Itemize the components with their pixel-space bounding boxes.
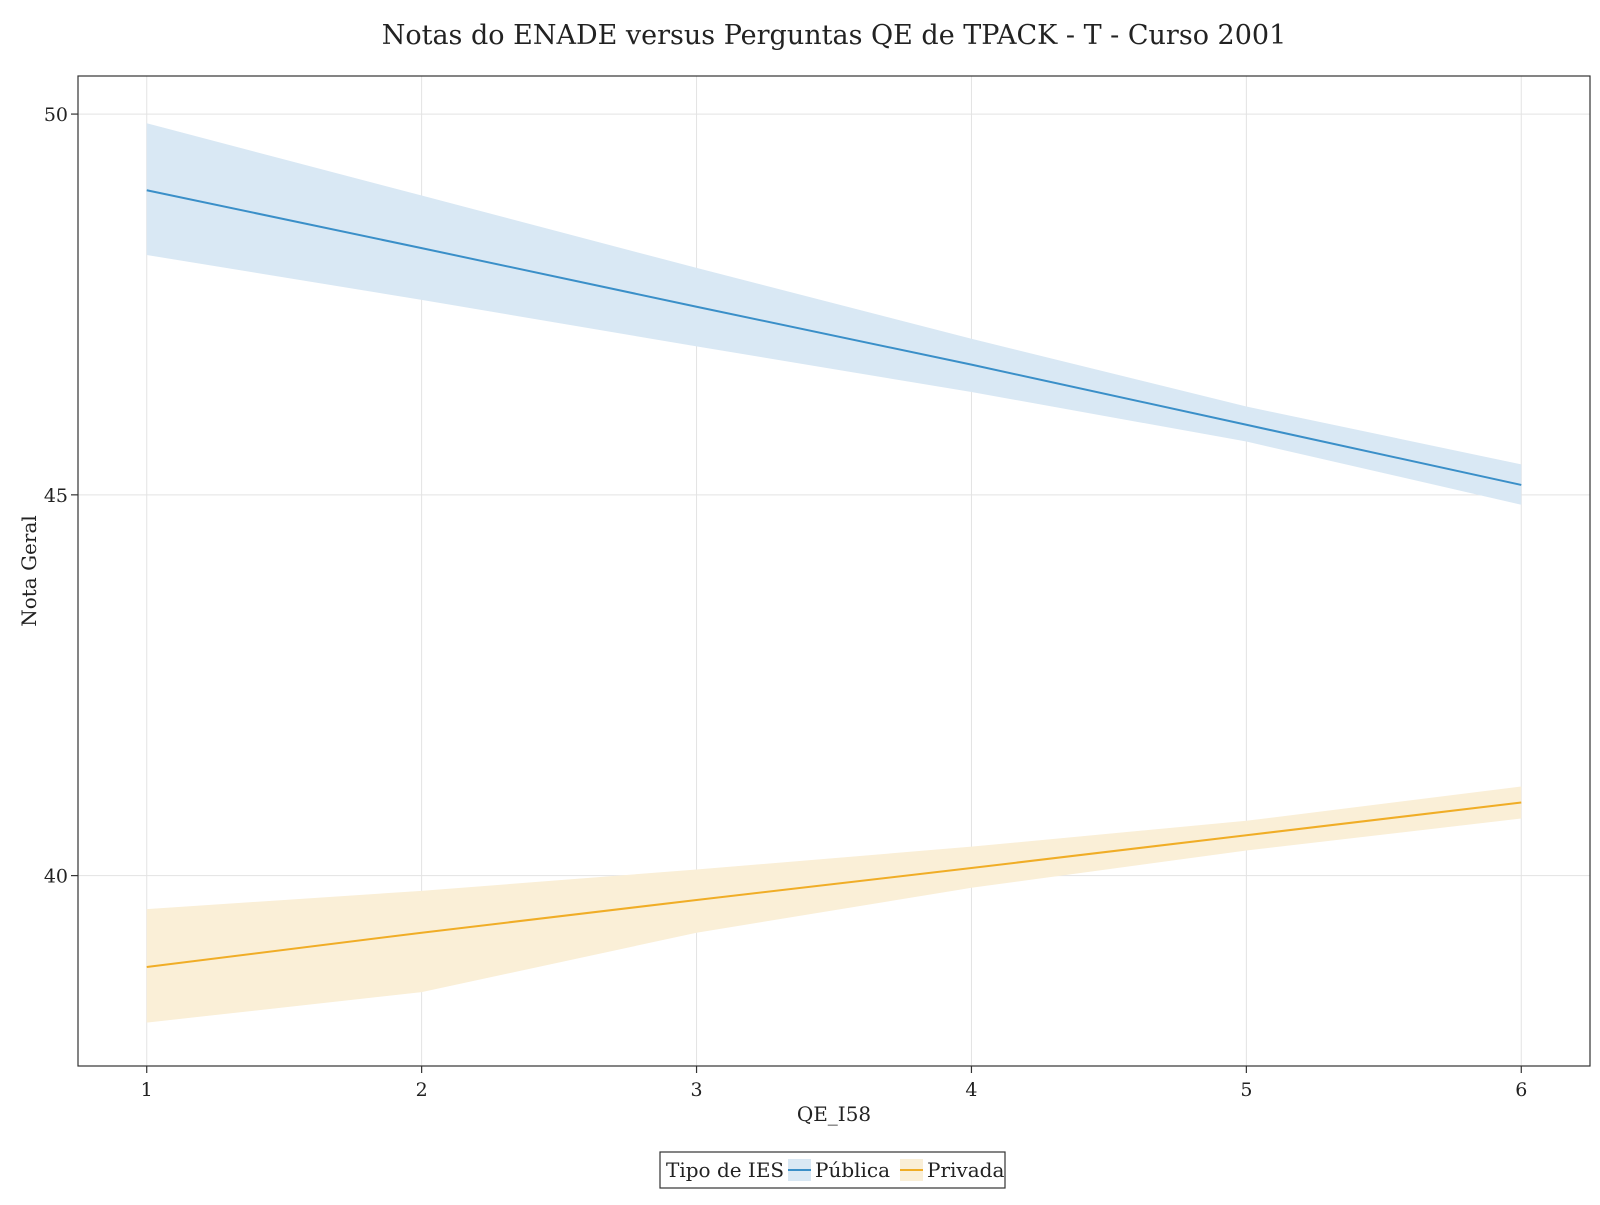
legend-label: Pública xyxy=(815,1158,890,1182)
series-line-publica xyxy=(146,189,1522,486)
series-line-privada xyxy=(146,801,1522,968)
legend-label: Privada xyxy=(927,1158,1004,1182)
legend-items: Pública Privada xyxy=(788,1158,1004,1182)
legend: Tipo de IES Pública Privada xyxy=(659,1151,1006,1189)
confidence-band-publica xyxy=(146,123,1522,505)
x-tick-label: 1 xyxy=(141,1079,153,1101)
y-axis-label: Nota Geral xyxy=(17,515,41,627)
x-tick-label: 6 xyxy=(1515,1079,1527,1101)
legend-title: Tipo de IES xyxy=(666,1158,784,1182)
plot-frame xyxy=(77,75,1591,1067)
y-tick-label: 50 xyxy=(44,104,68,126)
x-tick-label: 2 xyxy=(416,1079,428,1101)
chart-title: Notas do ENADE versus Perguntas QE de TP… xyxy=(382,20,1287,51)
legend-box xyxy=(659,1151,1006,1189)
confidence-band-privada xyxy=(146,786,1522,1023)
line-layer xyxy=(146,189,1522,968)
x-tick-label: 5 xyxy=(1240,1079,1252,1101)
x-tick-label: 4 xyxy=(965,1079,977,1101)
y-tick-label: 45 xyxy=(44,485,68,507)
legend-item-publica: Pública xyxy=(788,1158,890,1182)
x-tick-label: 3 xyxy=(690,1079,702,1101)
band-layer xyxy=(146,123,1522,1023)
x-axis-label: QE_I58 xyxy=(797,1102,871,1126)
legend-item-privada: Privada xyxy=(900,1158,1004,1182)
y-tick-label: 40 xyxy=(44,866,68,888)
